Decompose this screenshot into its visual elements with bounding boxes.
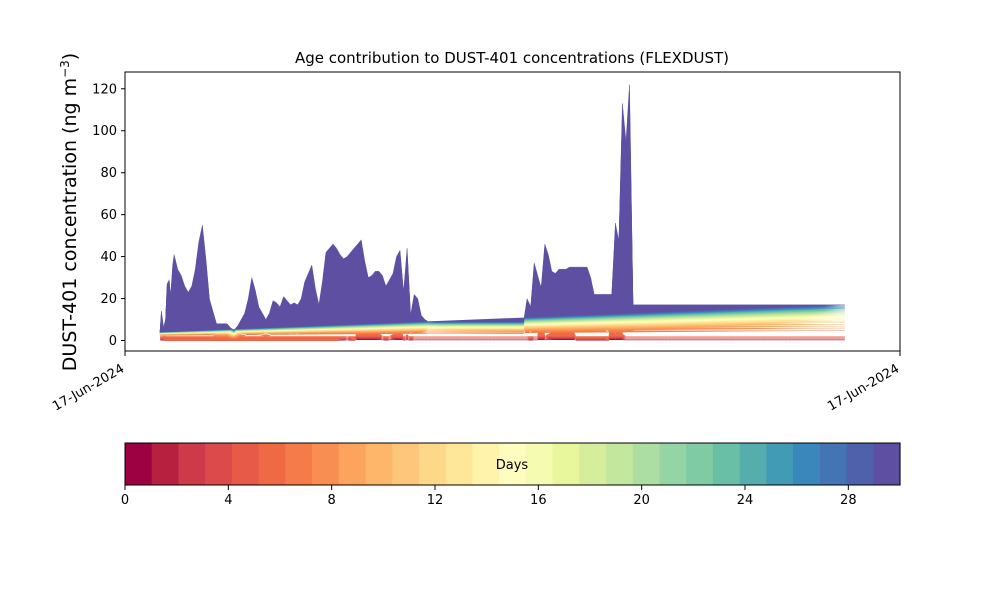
age-band-area — [159, 109, 845, 333]
colorbar-swatch — [338, 443, 367, 485]
colorbar-swatch — [472, 443, 500, 485]
colorbar-swatch — [766, 443, 794, 485]
colorbar-tick-label: 20 — [633, 493, 650, 508]
colorbar-frame — [124, 442, 901, 486]
colorbar-swatch — [606, 443, 634, 485]
y-tick-label: 80 — [100, 166, 117, 181]
colorbar-swatch — [365, 443, 393, 485]
colorbar-tick-label: 8 — [328, 493, 336, 508]
colorbar-swatch — [151, 443, 180, 485]
colorbar-ticks: 0 4 8 12 16 20 24 28 — [121, 485, 857, 508]
colorbar-swatch — [579, 443, 607, 485]
colorbar-swatch — [178, 443, 206, 485]
colorbar-swatch — [552, 443, 580, 485]
plot-frame — [124, 71, 901, 352]
age-band-area — [159, 96, 845, 333]
colorbar-tick-label: 28 — [840, 493, 857, 508]
colorbar-swatch — [873, 443, 901, 485]
age-band-area — [159, 90, 845, 333]
x-tick-label: 17-Jun-2024 — [825, 361, 902, 414]
colorbar-swatch — [205, 443, 233, 485]
y-tick-label: 60 — [100, 208, 117, 223]
colorbar-swatch — [231, 443, 260, 485]
colorbar-swatch — [392, 443, 420, 485]
colorbar-swatch — [712, 443, 741, 485]
chart-title: Age contribution to DUST-401 concentrati… — [295, 49, 729, 67]
colorbar-swatch — [739, 443, 767, 485]
colorbar-swatch — [285, 443, 313, 485]
y-tick-label: 100 — [92, 124, 117, 139]
colorbar-swatch — [686, 443, 714, 485]
colorbar-swatch — [846, 443, 874, 485]
age-band-area — [159, 137, 845, 334]
colorbar-tick-label: 4 — [224, 493, 232, 508]
colorbar-label: Days — [496, 458, 529, 473]
colorbar-swatch — [445, 443, 474, 485]
x-axis: 17-Jun-2024 17-Jun-2024 — [50, 351, 902, 414]
age-band-area — [159, 253, 845, 339]
y-axis: 0 20 40 60 80 100 120 — [92, 82, 125, 349]
colorbar-swatch — [659, 443, 687, 485]
age-band-area — [159, 130, 845, 333]
colorbar-swatch — [312, 443, 340, 485]
colorbar-tick-label: 12 — [427, 493, 444, 508]
y-tick-label: 0 — [109, 334, 117, 349]
plot-area: 0 20 40 60 80 100 120 17-Jun-2024 17-Jun-2024 — [50, 71, 902, 414]
colorbar-swatch — [258, 443, 286, 485]
colorbar-swatch — [525, 443, 554, 485]
age-band-area — [159, 103, 845, 333]
stacked-age-areas — [159, 84, 845, 341]
age-band-area — [159, 116, 845, 333]
colorbar-tick-label: 16 — [530, 493, 547, 508]
colorbar-swatch — [499, 443, 527, 485]
colorbar-tick-label: 24 — [737, 493, 754, 508]
colorbar-swatch — [125, 443, 153, 485]
y-axis-label: DUST-401 concentration (ng m−3) — [58, 53, 81, 371]
colorbar-swatch — [793, 443, 821, 485]
age-band-area — [159, 256, 845, 341]
y-tick-label: 120 — [92, 82, 117, 97]
colorbar-swatch — [418, 443, 447, 485]
colorbar-swatch — [819, 443, 848, 485]
colorbar-swatch — [632, 443, 661, 485]
colorbar: Days 0 4 8 12 16 20 24 28 — [121, 442, 901, 508]
colorbar-tick-label: 0 — [121, 493, 129, 508]
age-band-area — [159, 84, 845, 333]
colorbar-swatches — [125, 443, 901, 485]
y-tick-label: 40 — [100, 250, 117, 265]
y-tick-label: 20 — [100, 292, 117, 307]
age-band-area — [159, 123, 845, 333]
